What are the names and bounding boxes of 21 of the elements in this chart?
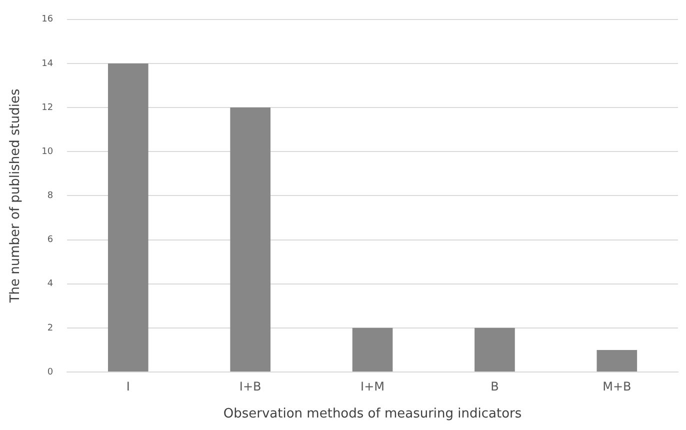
y-tick-label: 12 — [42, 102, 54, 113]
y-tick-label: 4 — [47, 279, 54, 290]
y-tick-label: 2 — [47, 323, 54, 334]
y-tick-label: 14 — [42, 58, 54, 69]
y-axis-title: The number of published studies — [8, 88, 24, 304]
y-tick-label: 16 — [42, 14, 54, 25]
y-tick-label: 0 — [47, 367, 54, 378]
bar — [108, 63, 148, 372]
y-tick-label: 8 — [47, 191, 54, 202]
bar — [230, 108, 270, 372]
bar — [474, 328, 515, 372]
x-tick-label: I — [126, 379, 130, 394]
x-tick-label: M+B — [602, 379, 632, 394]
y-tick-label: 6 — [47, 235, 54, 246]
bar — [596, 350, 638, 372]
x-tick-label: I+M — [360, 379, 385, 394]
x-tick-label: I+B — [239, 379, 262, 394]
x-tick-label: B — [490, 379, 499, 394]
y-tick-label: 10 — [42, 146, 54, 157]
x-axis-title: Observation methods of measuring indicators — [223, 406, 522, 422]
bar — [352, 328, 393, 372]
